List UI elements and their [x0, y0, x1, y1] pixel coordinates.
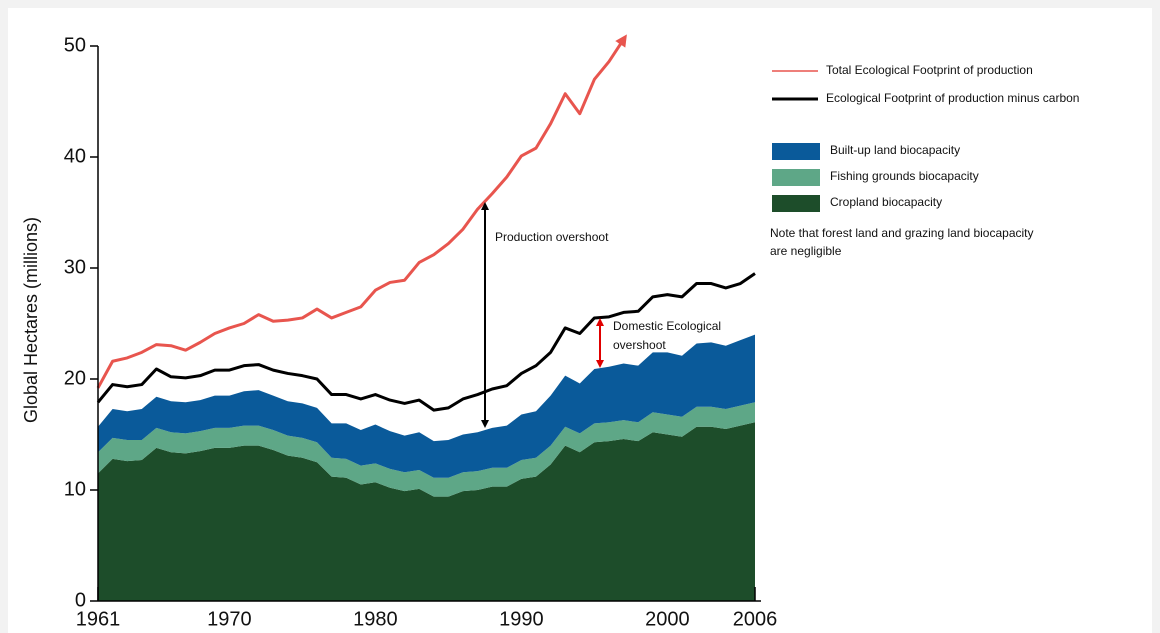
- legend-swatch: [772, 195, 820, 212]
- legend-swatch: [772, 169, 820, 186]
- x-tick-label: 1961: [76, 608, 121, 630]
- legend-label: Built-up land biocapacity: [830, 143, 960, 157]
- y-tick-label: 50: [64, 34, 86, 56]
- legend-label: Cropland biocapacity: [830, 195, 942, 209]
- x-tick-label: 2000: [645, 608, 690, 630]
- note: Note that forest land and grazing land b…: [770, 226, 1034, 240]
- legend-label: Total Ecological Footprint of production: [826, 63, 1033, 77]
- x-tick-label: 1970: [207, 608, 252, 630]
- annotation: Production overshoot: [495, 230, 609, 244]
- x-tick-label: 1990: [499, 608, 544, 630]
- legend-label: Fishing grounds biocapacity: [830, 169, 979, 183]
- note: are negligible: [770, 244, 842, 258]
- x-tick-label: 2006: [733, 608, 778, 630]
- stacked-area: [98, 422, 755, 601]
- y-tick-label: 0: [75, 589, 86, 611]
- legend-label: Ecological Footprint of production minus…: [826, 91, 1079, 105]
- y-tick-label: 20: [64, 367, 86, 389]
- stacked-area: [98, 334, 755, 478]
- legend-swatch: [772, 143, 820, 160]
- line-series: [96, 34, 627, 389]
- y-tick-label: 30: [64, 256, 86, 278]
- y-tick-label: 10: [64, 478, 86, 500]
- annotation: overshoot: [613, 338, 666, 352]
- y-axis-label: Global Hectares (millions): [21, 217, 41, 423]
- line-series: [96, 272, 756, 412]
- annotation: Domestic Ecological: [613, 319, 721, 333]
- y-tick-label: 40: [64, 145, 86, 167]
- x-tick-label: 1980: [353, 608, 398, 630]
